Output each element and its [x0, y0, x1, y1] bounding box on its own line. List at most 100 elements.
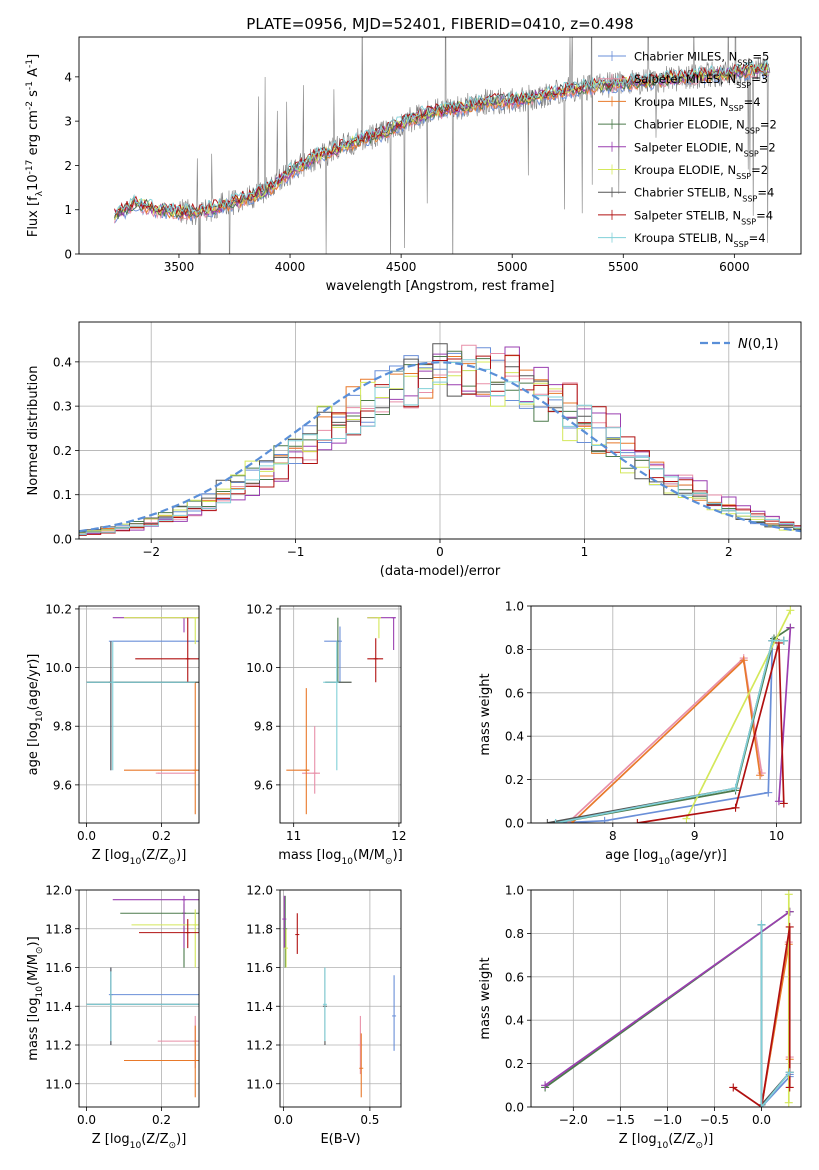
plot-area-spectrum: [114, 37, 771, 254]
point-9: [86, 641, 196, 771]
y-tick-label-5: 1.0: [505, 600, 524, 614]
y-axis-label-weight-vs-z: mass weight: [478, 957, 493, 1039]
point-3: [325, 617, 352, 683]
weight-marker-6-0: [543, 819, 552, 823]
point-0: [392, 975, 397, 1051]
y-tick-label-0: 11.0: [45, 1077, 72, 1091]
weight-line-4: [778, 627, 792, 802]
y-tick-label-0: 9.6: [254, 778, 273, 792]
weight-marker-7-2: [785, 922, 794, 931]
weight-marker-0-1: [600, 816, 609, 823]
y-tick-label-3: 0.3: [53, 400, 72, 414]
x-tick-label-0: 8: [609, 829, 617, 843]
weight-marker-4-0: [541, 1081, 550, 1090]
y-tick-label-3: 11.6: [45, 961, 72, 975]
x-tick-label-2: −1.0: [653, 1113, 682, 1127]
point-4: [367, 617, 396, 650]
y-tick-label-3: 10.2: [45, 602, 72, 616]
panel-mass-vs-z: 0.0 0.2 11.0 11.2 11.4 11.6 11.8 12.0 Z [log10(Z…: [26, 884, 200, 1151]
y-tick-label-0: 11.0: [246, 1077, 273, 1091]
weight-marker-8-1: [757, 1103, 766, 1107]
spectrum-legend: Chabrier MILES, NSSP=5 Salpeter MILES, NS…: [598, 50, 777, 249]
x-tick-label-0: 0.0: [77, 1113, 96, 1127]
point-8: [322, 967, 327, 1042]
spectrum-model-line-8: [114, 60, 770, 215]
weight-marker-8-2: [785, 1068, 794, 1077]
point-5: [112, 617, 199, 633]
plot-area-mass-vs-z: [86, 895, 199, 1098]
panel-weight-vs-z: −2.0 −1.5 −1.0 −0.5 0.0 0.0 0.2 0.4 0.6 0.8 1.0 Z […: [478, 884, 802, 1151]
y-tick-label-1: 0.2: [505, 1057, 524, 1071]
point-5: [284, 928, 289, 968]
x-tick-label-4: 2: [725, 545, 733, 559]
x-axis-label-mass-vs-z: Z [log10(Z/Z⊙)]: [92, 1132, 187, 1151]
point-2: [359, 1033, 364, 1098]
y-tick-label-1: 0.2: [505, 773, 524, 787]
axes-frame-age-vs-z: [78, 605, 200, 824]
point-1: [302, 726, 320, 794]
weight-marker-7-3: [779, 799, 788, 808]
point-8: [323, 641, 339, 771]
x-tick-label-0: 3500: [164, 260, 195, 274]
point-5: [131, 909, 199, 968]
legend-label-6: Chabrier STELIB, NSSP=4: [634, 186, 774, 204]
y-tick-label-3: 10.2: [246, 602, 273, 616]
x-axis-label-residuals: (data-model)/error: [380, 564, 501, 579]
axes-frame-spectrum: [78, 36, 802, 255]
x-tick-label-0: −2.0: [559, 1113, 588, 1127]
point-0: [86, 641, 196, 771]
residual-histogram-5: [79, 361, 801, 533]
x-tick-label-3: 1: [581, 545, 589, 559]
x-tick-label-1: 4000: [275, 260, 306, 274]
axes-frame-mass-vs-ebv: [279, 889, 402, 1108]
gaussian-reference-curve: [79, 361, 801, 533]
point-7: [295, 913, 300, 954]
weight-marker-5-0: [784, 1098, 793, 1107]
point-7: [367, 638, 384, 683]
y-tick-label-2: 0.4: [505, 730, 524, 744]
x-tick-label-0: −2: [142, 545, 160, 559]
residual-histogram-6: [79, 343, 801, 533]
y-tick-label-3: 3: [64, 115, 72, 129]
weight-line-4: [544, 911, 791, 1086]
y-tick-label-2: 0.2: [53, 444, 72, 458]
residual-histogram-4: [79, 346, 801, 536]
y-tick-label-4: 11.8: [45, 922, 72, 936]
weight-marker-7-0: [729, 1083, 738, 1092]
legend-label-1: Salpeter MILES, NSSP=3: [634, 72, 768, 90]
weight-marker-0-2: [764, 788, 773, 797]
legend-label-2: Kroupa MILES, NSSP=4: [634, 95, 761, 113]
x-axis-label-spectrum: wavelength [Angstrom, rest frame]: [326, 279, 555, 294]
panel-spectrum: 3500 4000 4500 5000 5500 6000 0 1 2 3 4 wavelength …: [25, 36, 802, 294]
x-tick-label-1: 0.5: [360, 1113, 379, 1127]
weight-line-7: [637, 642, 785, 823]
legend-label-5: Kroupa ELODIE, NSSP=2: [634, 163, 768, 181]
y-tick-label-3: 0.6: [505, 970, 524, 984]
x-axis-label-weight-vs-age: age [log10(age/yr)]: [605, 848, 727, 867]
y-tick-label-3: 0.6: [505, 686, 524, 700]
y-tick-label-4: 0.4: [53, 355, 72, 369]
x-axis-label-mass-vs-ebv: E(B-V): [320, 1132, 360, 1147]
plot-area-age-vs-mass: [286, 617, 396, 815]
y-tick-label-0: 0.0: [53, 533, 72, 547]
y-axis-label-spectrum: Flux [fλ10-17 erg cm-2 s-1 A-1]: [25, 54, 45, 237]
x-tick-label-1: 9: [691, 829, 699, 843]
y-tick-label-2: 10.0: [45, 661, 72, 675]
point-4: [112, 895, 199, 949]
x-axis-label-weight-vs-z: Z [log10(Z/Z⊙)]: [619, 1132, 714, 1151]
y-tick-label-5: 12.0: [246, 884, 273, 898]
x-tick-label-2: 10: [769, 829, 784, 843]
y-axis-label-age-vs-z: age [log10(age/yr)]: [26, 654, 45, 776]
x-tick-label-3: 5000: [497, 260, 528, 274]
y-axis-label-weight-vs-age: mass weight: [478, 673, 493, 755]
weight-marker-8-3: [779, 636, 788, 645]
y-tick-label-2: 11.4: [246, 1000, 273, 1014]
weight-marker-5-1: [786, 606, 795, 615]
legend-label-3: Chabrier ELODIE, NSSP=2: [634, 118, 777, 136]
point-0: [324, 626, 342, 683]
legend-label-8: Kroupa STELIB, NSSP=4: [634, 231, 766, 249]
panel-weight-vs-age: 8 9 10 0.0 0.2 0.4 0.6 0.8 1.0 age [log10(age/yr)…: [478, 600, 802, 867]
legend-label-7: Salpeter STELIB, NSSP=4: [634, 208, 773, 226]
point-2: [124, 1025, 199, 1098]
